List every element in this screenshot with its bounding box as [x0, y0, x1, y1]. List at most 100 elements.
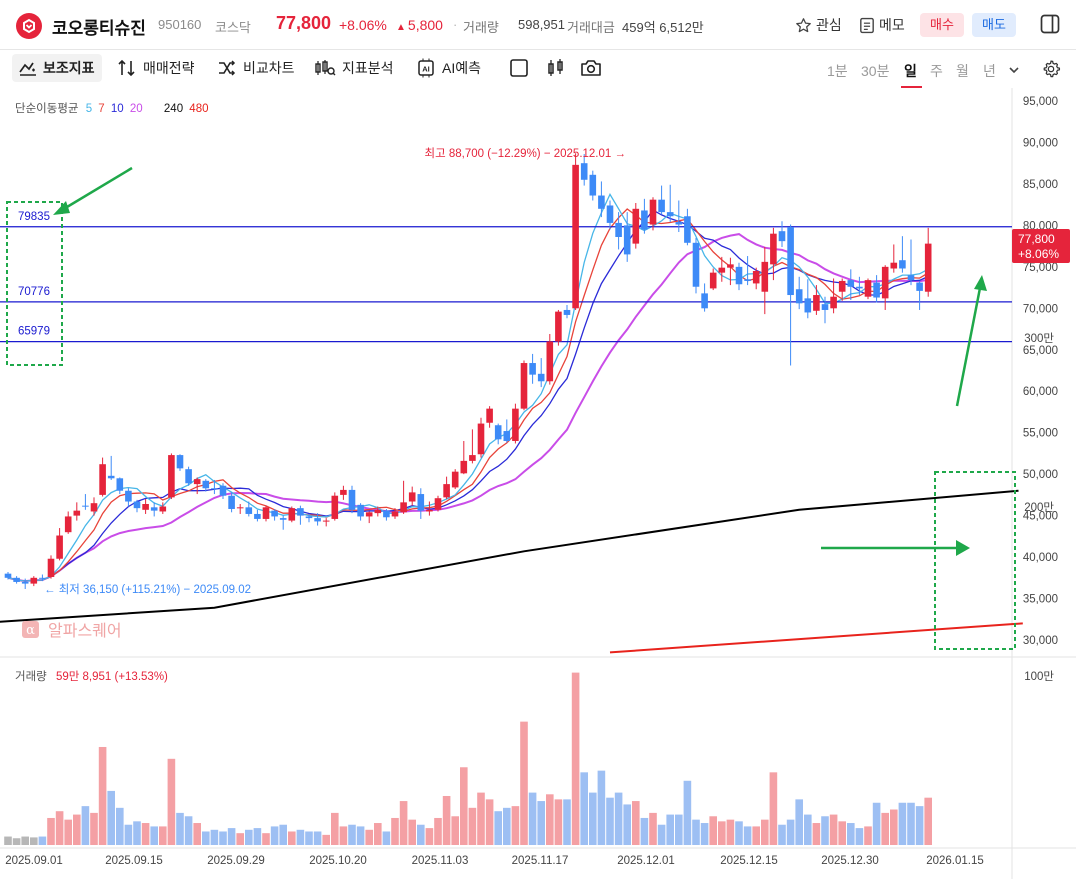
dashed-box-levels	[6, 201, 63, 366]
low-price-annotation: ← 최저 36,150 (+115.21%) − 2025.09.02	[44, 583, 251, 596]
volume-bar	[193, 823, 201, 845]
volume-tick-label: 200만	[1024, 501, 1054, 514]
screenshot-button[interactable]	[580, 54, 602, 82]
green-arrow-levels	[61, 166, 133, 212]
candle-body	[305, 516, 313, 519]
candle-body	[39, 577, 46, 579]
candle-body	[254, 513, 261, 519]
volume-bar	[649, 812, 657, 845]
candlesticks	[4, 153, 932, 590]
volume-bar	[374, 823, 382, 845]
volume-bar	[296, 829, 305, 845]
compare-chart-button[interactable]: 비교차트	[217, 54, 295, 82]
volume-bar	[589, 792, 597, 845]
side-panel-icon	[1040, 14, 1060, 34]
volume-bar	[761, 819, 769, 845]
indicator-analysis-button[interactable]: 지표분석	[314, 54, 394, 82]
candle-body	[443, 484, 450, 498]
period-week-tab[interactable]: 주	[930, 63, 943, 79]
volume-bar	[571, 672, 580, 845]
watchlist-button[interactable]: 관심	[795, 14, 842, 36]
chart-area-button[interactable]	[509, 54, 529, 82]
stock-chart[interactable]: 95,00090,00085,00080,00075,00070,00065,0…	[0, 88, 1076, 879]
period-30min-tab[interactable]: 30분	[861, 63, 890, 79]
candle-body	[56, 535, 63, 559]
date-tick-label: 2026.01.15	[926, 855, 984, 867]
period-more-dropdown[interactable]	[1008, 63, 1020, 81]
candle-body	[21, 581, 29, 584]
period-day-tab[interactable]: 일	[904, 63, 917, 79]
candle-body	[494, 425, 502, 440]
volume-bar	[90, 812, 98, 845]
candle-body	[176, 455, 184, 469]
candle-body	[606, 205, 614, 223]
side-panel-toggle-button[interactable]	[1040, 14, 1060, 39]
memo-label: 메모	[879, 17, 905, 33]
candle-body	[632, 208, 640, 244]
candle-body	[795, 289, 803, 304]
volume-tick-label: 100만	[1024, 670, 1054, 683]
candle-body	[434, 498, 442, 510]
chart-settings-button[interactable]	[1041, 59, 1061, 84]
price-change-amount-value: 5,800	[407, 17, 443, 33]
period-year-tab[interactable]: 년	[983, 63, 996, 79]
current-price-tag-percent: +8.06%	[1018, 247, 1059, 261]
candle-body	[99, 464, 106, 495]
compare-chart-label: 비교차트	[243, 60, 295, 76]
memo-button[interactable]: 메모	[859, 14, 905, 36]
candle-body	[116, 478, 124, 491]
volume-bar	[460, 767, 468, 845]
green-arrow-price	[955, 287, 982, 407]
ma10-line	[7, 209, 929, 582]
buy-button[interactable]: 매수	[920, 13, 964, 37]
candle-body	[340, 489, 347, 495]
price-tick-label: 75,000	[1023, 262, 1058, 274]
candle-body	[649, 199, 657, 225]
volume-bar	[442, 795, 451, 845]
period-month-tab[interactable]: 월	[956, 63, 969, 79]
volume-value: 598,951	[518, 17, 565, 32]
volume-bars	[4, 672, 932, 845]
volume-bar	[726, 819, 735, 845]
candle-body	[219, 485, 227, 496]
volume-bar	[451, 816, 459, 845]
indicator-button[interactable]: 보조지표	[12, 54, 102, 82]
volume-bar	[743, 826, 752, 845]
chart-type-button[interactable]	[546, 54, 566, 82]
candle-body	[417, 494, 425, 511]
level-line-label: 70776	[18, 286, 50, 298]
ai-prediction-button[interactable]: AI AI예측	[416, 54, 481, 82]
candle-body	[30, 577, 38, 584]
company-logo-icon	[23, 18, 35, 34]
sell-button[interactable]: 매도	[972, 13, 1016, 37]
volume-bar	[821, 816, 829, 845]
volume-bar	[623, 804, 631, 845]
candle-body	[529, 363, 536, 375]
volume-bar	[4, 836, 12, 845]
volume-bar	[477, 792, 485, 845]
volume-bar	[434, 817, 442, 845]
candle-body	[675, 222, 683, 225]
ma480-line	[609, 622, 1023, 654]
stock-header: 코오롱티슈진 950160 코스닥 77,800 +8.06% ▲ 5,800 ·…	[0, 0, 1076, 50]
volume-bar	[632, 801, 640, 845]
candle-body	[47, 558, 55, 577]
trading-strategy-button[interactable]: 매매전략	[117, 54, 195, 82]
candle-body	[856, 286, 863, 289]
volume-bar	[924, 797, 932, 845]
candle-body	[727, 264, 734, 268]
volume-bar	[38, 836, 47, 845]
price-tick-label: 50,000	[1023, 469, 1058, 481]
volume-bar	[116, 807, 124, 845]
candle-body	[228, 495, 235, 509]
candle-body	[245, 507, 253, 514]
ma-legend-7: 7	[98, 103, 104, 115]
volume-bar	[692, 819, 700, 845]
candle-body	[701, 293, 708, 309]
volume-bar	[124, 824, 133, 845]
volume-bar	[288, 831, 296, 845]
volume-bar	[47, 817, 55, 845]
candle-body	[64, 516, 72, 533]
period-1min-tab[interactable]: 1분	[827, 63, 848, 79]
watchlist-label: 관심	[816, 17, 842, 33]
